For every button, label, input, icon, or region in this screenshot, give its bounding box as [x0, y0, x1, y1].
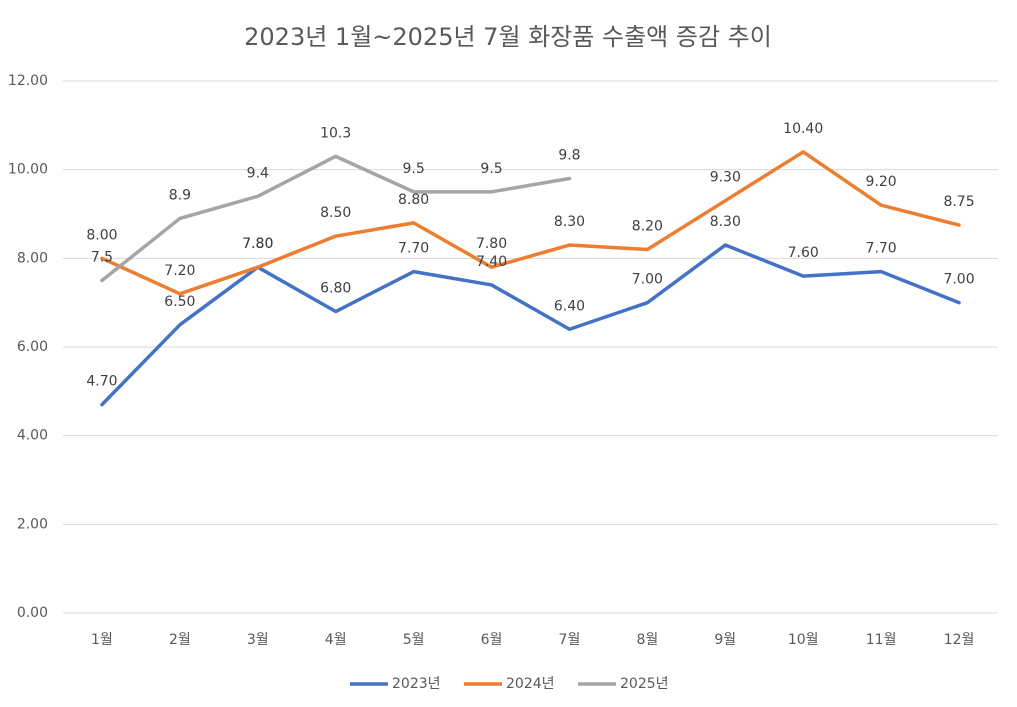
- data-label: 9.5: [402, 161, 424, 177]
- data-label: 7.80: [242, 236, 273, 252]
- data-label: 9.5: [480, 161, 502, 177]
- legend-label: 2025년: [620, 676, 669, 692]
- data-label: 7.5: [91, 250, 113, 266]
- data-label: 7.20: [164, 263, 195, 279]
- data-label: 7.60: [788, 245, 819, 261]
- chart-title: 2023년 1월~2025년 7월 화장품 수출액 증감 추이: [244, 23, 772, 51]
- data-label: 10.3: [320, 125, 351, 141]
- x-tick-label: 11월: [866, 632, 897, 648]
- data-label: 8.9: [169, 187, 191, 203]
- y-tick-label: 8.00: [17, 250, 48, 266]
- data-label: 7.70: [398, 241, 429, 257]
- data-label: 7.00: [632, 272, 663, 288]
- data-label: 9.30: [710, 170, 741, 186]
- data-label: 7.80: [242, 236, 273, 252]
- x-tick-label: 12월: [944, 632, 975, 648]
- y-tick-label: 2.00: [17, 516, 48, 532]
- data-label: 7.40: [476, 254, 507, 270]
- data-label: 8.00: [86, 227, 117, 243]
- x-tick-label: 4월: [325, 632, 347, 648]
- y-tick-label: 12.00: [8, 73, 48, 89]
- series-line: [100, 150, 961, 296]
- data-label: 8.75: [943, 194, 974, 210]
- data-label: 9.4: [247, 165, 269, 181]
- x-tick-label: 2월: [169, 632, 191, 648]
- data-label: 10.40: [783, 121, 823, 137]
- x-tick-label: 10월: [788, 632, 819, 648]
- data-label: 7.00: [943, 272, 974, 288]
- data-label: 9.8: [558, 148, 580, 164]
- data-label: 4.70: [86, 374, 117, 390]
- data-label: 6.40: [554, 298, 585, 314]
- x-tick-label: 1월: [91, 632, 113, 648]
- x-tick-label: 6월: [481, 632, 503, 648]
- data-label: 6.50: [164, 294, 195, 310]
- x-tick-label: 5월: [403, 632, 425, 648]
- data-label: 7.70: [866, 241, 897, 257]
- data-label: 8.80: [398, 192, 429, 208]
- y-tick-label: 0.00: [17, 605, 48, 621]
- series-line: [100, 154, 572, 283]
- data-label: 9.20: [866, 174, 897, 190]
- data-label: 8.20: [632, 218, 663, 234]
- x-tick-label: 9월: [714, 632, 736, 648]
- y-tick-label: 10.00: [8, 162, 48, 178]
- data-label: 6.80: [320, 281, 351, 297]
- legend-label: 2024년: [506, 676, 555, 692]
- data-label: 8.30: [554, 214, 585, 230]
- data-label: 7.80: [476, 236, 507, 252]
- legend-label: 2023년: [392, 676, 441, 692]
- data-label: 8.30: [710, 214, 741, 230]
- y-tick-label: 4.00: [17, 428, 48, 444]
- x-tick-label: 7월: [559, 632, 581, 648]
- x-tick-label: 8월: [636, 632, 658, 648]
- series-line: [100, 243, 961, 407]
- data-label: 8.50: [320, 205, 351, 221]
- y-tick-label: 6.00: [17, 339, 48, 355]
- x-tick-label: 3월: [247, 632, 269, 648]
